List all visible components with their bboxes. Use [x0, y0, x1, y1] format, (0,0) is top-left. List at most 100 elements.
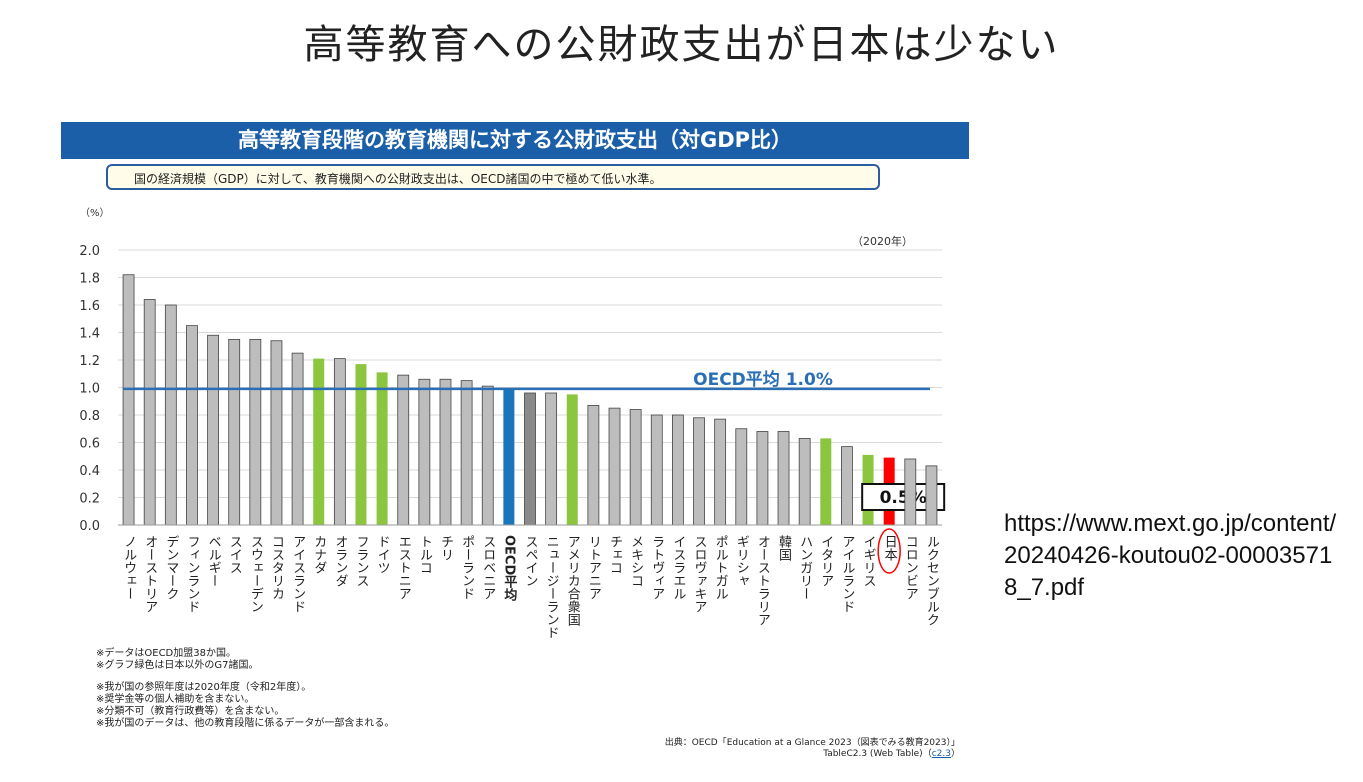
footnote: ※データはOECD加盟38か国。: [96, 648, 236, 659]
bar-8: [291, 352, 304, 526]
category-label: アイスランド: [290, 535, 305, 613]
bar-11: [355, 364, 367, 525]
category-label: チェコ: [607, 535, 622, 574]
bar-28: [714, 418, 727, 526]
category-label: リトアニア: [586, 535, 601, 600]
bar-16: [460, 380, 473, 526]
category-label: イギリス: [861, 535, 876, 587]
category-label: イタリア: [818, 535, 833, 587]
category-label: 日本: [882, 535, 898, 561]
category-label: メキシコ: [628, 535, 643, 587]
footnote: ※分類不可（教育行政費等）を含まない。: [96, 706, 285, 717]
source-url[interactable]: https://www.mext.go.jp/content/20240426-…: [1004, 510, 1337, 601]
y-tick-label: 1.4: [79, 327, 100, 342]
category-label: フランス: [353, 535, 368, 587]
category-label: スロヴァキア: [692, 535, 707, 613]
slide-title: 高等教育への公財政支出が日本は少ない: [303, 22, 1060, 68]
chart-banner-title: 高等教育段階の教育機関に対する公財政支出（対GDP比）: [61, 122, 969, 159]
bar-29: [735, 428, 748, 526]
category-label: ギリシャ: [734, 535, 749, 587]
bar-19: [524, 392, 536, 526]
bar-20: [545, 392, 558, 526]
category-label: ラトヴィア: [649, 535, 664, 600]
category-label: ポーランド: [459, 535, 474, 600]
bar-37: [904, 458, 917, 526]
bar-14: [418, 378, 431, 526]
bar-23: [608, 407, 621, 526]
category-label: スロベニア: [480, 535, 496, 600]
bar-25: [650, 414, 663, 526]
category-label: ニュージーランド: [544, 535, 559, 639]
bar-31: [777, 431, 790, 526]
source-citation: 出典：OECD「Education at a Glance 2023（図表でみる…: [664, 738, 960, 759]
category-label: スウェーデン: [248, 535, 263, 613]
footnotes: ※データはOECD加盟38か国。 ※グラフ緑色は日本以外のG7諸国。 ※我が国の…: [96, 648, 394, 730]
bar-18: [503, 388, 515, 525]
bar-5: [228, 338, 241, 526]
category-label: ドイツ: [375, 535, 390, 574]
bar-0: [122, 274, 135, 526]
japan-highlight-circle: [877, 528, 901, 574]
bar-34: [841, 446, 853, 526]
category-label: コロンビア: [903, 535, 918, 600]
y-tick-label: 1.8: [79, 272, 100, 287]
category-label: トルコ: [417, 535, 432, 574]
y-tick-label: 1.2: [79, 354, 100, 369]
bar-24: [629, 409, 642, 526]
footnote: ※奨学金等の個人補助を含まない。: [96, 694, 255, 705]
category-label: コスタリカ: [269, 535, 284, 600]
y-tick-label: 2.0: [79, 244, 100, 259]
category-label: デンマーク: [163, 535, 178, 600]
source-line-2: TableC2.3 (Web Table): [823, 749, 923, 759]
category-label: フィンランド: [184, 535, 199, 613]
y-tick-label: 0.2: [79, 492, 100, 507]
bar-2: [164, 304, 177, 526]
source-line-1: 出典：OECD「Education at a Glance 2023（図表でみる…: [664, 738, 960, 748]
category-label: ルクセンブルク: [924, 535, 940, 626]
category-label: エストニア: [396, 535, 411, 600]
category-label: オランダ: [332, 535, 347, 587]
summary-note: 国の経済規模（GDP）に対して、教育機関への公財政支出は、OECD諸国の中で極め…: [106, 164, 880, 190]
category-label: OECD平均: [501, 535, 517, 603]
category-label: オーストリア: [142, 535, 157, 613]
bar-38: [925, 465, 938, 526]
bar-9: [313, 358, 325, 525]
footnote: ※グラフ緑色は日本以外のG7諸国。: [96, 660, 259, 671]
category-label: 韓国: [776, 535, 792, 561]
category-label: イスラエル: [670, 535, 685, 600]
category-label: アメリカ合衆国: [565, 535, 581, 626]
bar-1: [143, 299, 156, 526]
bar-33: [820, 438, 832, 525]
year-label: （2020年）: [852, 234, 913, 248]
bar-7: [270, 340, 283, 526]
bar-3: [186, 325, 198, 526]
source-link[interactable]: c2.3: [931, 749, 951, 759]
japan-value-label: 0.5%: [880, 488, 927, 508]
category-label: ポルトガル: [713, 535, 728, 600]
footnote: ※我が国のデータは、他の教育段階に係るデータが一部含まれる。: [96, 718, 395, 729]
bar-32: [798, 437, 811, 526]
bar-21: [566, 394, 578, 525]
y-tick-label: 0.8: [79, 409, 100, 424]
y-tick-label: 0.0: [79, 519, 100, 534]
bar-27: [693, 417, 705, 526]
bar-13: [397, 374, 410, 526]
y-tick-label: 0.4: [79, 464, 100, 479]
bar-30: [756, 431, 769, 526]
category-label: スペイン: [523, 535, 539, 587]
bar-26: [671, 414, 684, 526]
bar-4: [207, 334, 219, 526]
footnote: ※我が国の参照年度は2020年度（令和2年度）。: [96, 682, 312, 693]
bar-6: [249, 338, 262, 526]
y-tick-label: 1.0: [79, 382, 100, 397]
category-label: ベルギー: [206, 535, 222, 587]
bar-17: [481, 385, 494, 526]
y-tick-label: 0.6: [79, 437, 100, 452]
bar-12: [376, 372, 388, 525]
bar-15: [439, 378, 452, 526]
category-label: ノルウェー: [121, 535, 136, 600]
category-label: アイルランド: [839, 535, 854, 613]
y-tick-label: 1.6: [79, 299, 100, 314]
oecd-average-label: OECD平均 1.0%: [693, 369, 833, 390]
